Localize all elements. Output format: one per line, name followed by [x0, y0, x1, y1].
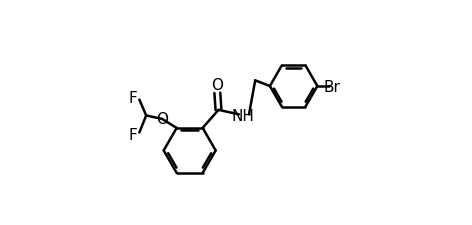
Text: Br: Br: [324, 79, 340, 94]
Text: O: O: [156, 112, 168, 127]
Text: F: F: [128, 90, 137, 106]
Text: O: O: [211, 78, 223, 93]
Text: NH: NH: [232, 108, 255, 124]
Text: F: F: [128, 128, 137, 143]
